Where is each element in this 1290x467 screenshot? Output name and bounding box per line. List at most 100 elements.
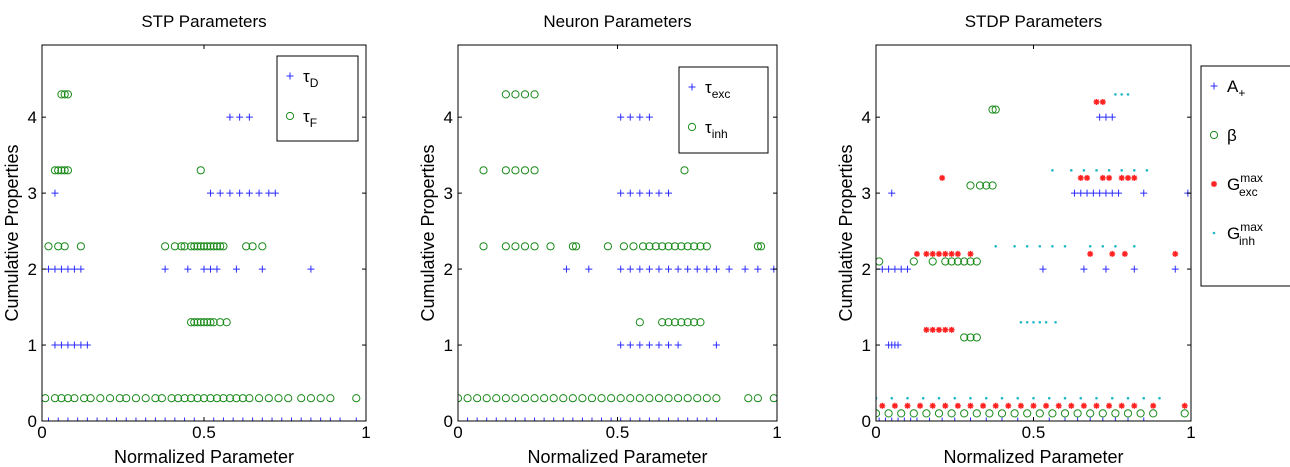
data-point bbox=[960, 257, 969, 266]
data-point bbox=[258, 265, 266, 273]
data-point bbox=[994, 244, 997, 248]
data-point bbox=[947, 257, 956, 266]
data-point bbox=[248, 242, 257, 251]
data-point bbox=[1095, 396, 1098, 400]
data-point bbox=[479, 242, 488, 251]
data-point bbox=[186, 242, 196, 251]
data-point bbox=[587, 394, 597, 403]
data-point bbox=[703, 417, 711, 421]
data-point bbox=[888, 189, 896, 197]
data-point bbox=[941, 257, 950, 266]
data-point bbox=[501, 242, 510, 251]
data-point bbox=[210, 417, 218, 421]
data-point bbox=[1025, 244, 1029, 248]
data-point bbox=[546, 242, 555, 251]
x-tick-label: 0 bbox=[871, 423, 880, 442]
data-point bbox=[161, 417, 169, 421]
data-point bbox=[199, 242, 209, 251]
data-point bbox=[636, 417, 644, 421]
data-point bbox=[635, 318, 644, 327]
data-point bbox=[520, 166, 530, 175]
data-point bbox=[520, 90, 530, 99]
data-point bbox=[1110, 396, 1114, 400]
data-point bbox=[890, 396, 894, 400]
data-point bbox=[70, 265, 78, 273]
data-point bbox=[225, 394, 235, 403]
data-point bbox=[206, 242, 215, 251]
data-point bbox=[501, 90, 510, 99]
legend-marker bbox=[688, 83, 696, 91]
data-point bbox=[326, 394, 335, 403]
data-point bbox=[942, 402, 949, 409]
data-point bbox=[626, 189, 634, 197]
data-point bbox=[238, 394, 247, 403]
data-point bbox=[616, 394, 625, 403]
data-point bbox=[1126, 93, 1130, 96]
data-point bbox=[655, 341, 663, 349]
data-point bbox=[1068, 402, 1075, 409]
data-point bbox=[651, 242, 660, 251]
data-point bbox=[725, 265, 733, 273]
data-point bbox=[151, 394, 160, 403]
data-point bbox=[753, 242, 762, 251]
data-point bbox=[693, 265, 701, 273]
data-point bbox=[307, 265, 315, 273]
data-point bbox=[664, 318, 673, 327]
y-tick-label: 3 bbox=[444, 184, 453, 203]
data-point bbox=[617, 417, 625, 421]
data-point bbox=[60, 166, 69, 175]
data-point bbox=[239, 417, 247, 421]
y-tick-label: 2 bbox=[444, 260, 453, 279]
x-tick-label: 1 bbox=[361, 423, 370, 442]
data-point bbox=[966, 257, 975, 266]
data-point bbox=[1070, 169, 1073, 172]
data-point bbox=[1140, 189, 1148, 197]
data-point bbox=[483, 417, 491, 421]
legend-marker bbox=[687, 122, 697, 132]
data-point bbox=[70, 341, 78, 349]
data-point bbox=[1095, 169, 1098, 172]
data-point bbox=[60, 242, 69, 251]
data-point bbox=[77, 341, 85, 349]
data-point bbox=[229, 417, 237, 421]
data-point bbox=[1055, 402, 1062, 409]
data-point bbox=[585, 265, 593, 273]
data-point bbox=[879, 402, 886, 409]
data-point bbox=[206, 265, 214, 273]
data-point bbox=[77, 265, 85, 273]
data-point bbox=[1145, 169, 1149, 172]
legend-box bbox=[1200, 65, 1290, 287]
data-point bbox=[897, 265, 905, 273]
legend-label: τD bbox=[303, 67, 319, 90]
data-point bbox=[1102, 189, 1110, 197]
data-point bbox=[953, 396, 957, 400]
data-point bbox=[617, 341, 625, 349]
data-point bbox=[1093, 98, 1100, 105]
data-point bbox=[54, 417, 62, 421]
data-point bbox=[1115, 189, 1123, 197]
y-tick-label: 3 bbox=[28, 184, 37, 203]
y-axis-label: Cumulative Properties bbox=[2, 144, 22, 321]
data-point bbox=[132, 417, 140, 421]
data-point bbox=[254, 394, 264, 403]
data-point bbox=[1016, 396, 1020, 400]
data-point bbox=[1120, 93, 1123, 96]
data-point bbox=[904, 402, 911, 409]
data-point bbox=[929, 402, 936, 409]
data-point bbox=[64, 417, 72, 421]
data-point bbox=[161, 265, 169, 273]
data-point bbox=[689, 242, 699, 251]
data-point bbox=[287, 417, 295, 421]
data-point bbox=[63, 90, 73, 99]
data-point bbox=[297, 394, 306, 403]
data-point bbox=[284, 394, 293, 403]
data-point bbox=[1158, 396, 1161, 400]
data-point bbox=[972, 257, 981, 266]
x-axis-label: Normalized Parameter bbox=[943, 447, 1123, 467]
data-point bbox=[549, 394, 558, 403]
data-point bbox=[929, 326, 936, 333]
data-point bbox=[1048, 409, 1057, 418]
data-point bbox=[1101, 244, 1105, 248]
data-point bbox=[206, 318, 215, 327]
data-point bbox=[520, 242, 530, 251]
